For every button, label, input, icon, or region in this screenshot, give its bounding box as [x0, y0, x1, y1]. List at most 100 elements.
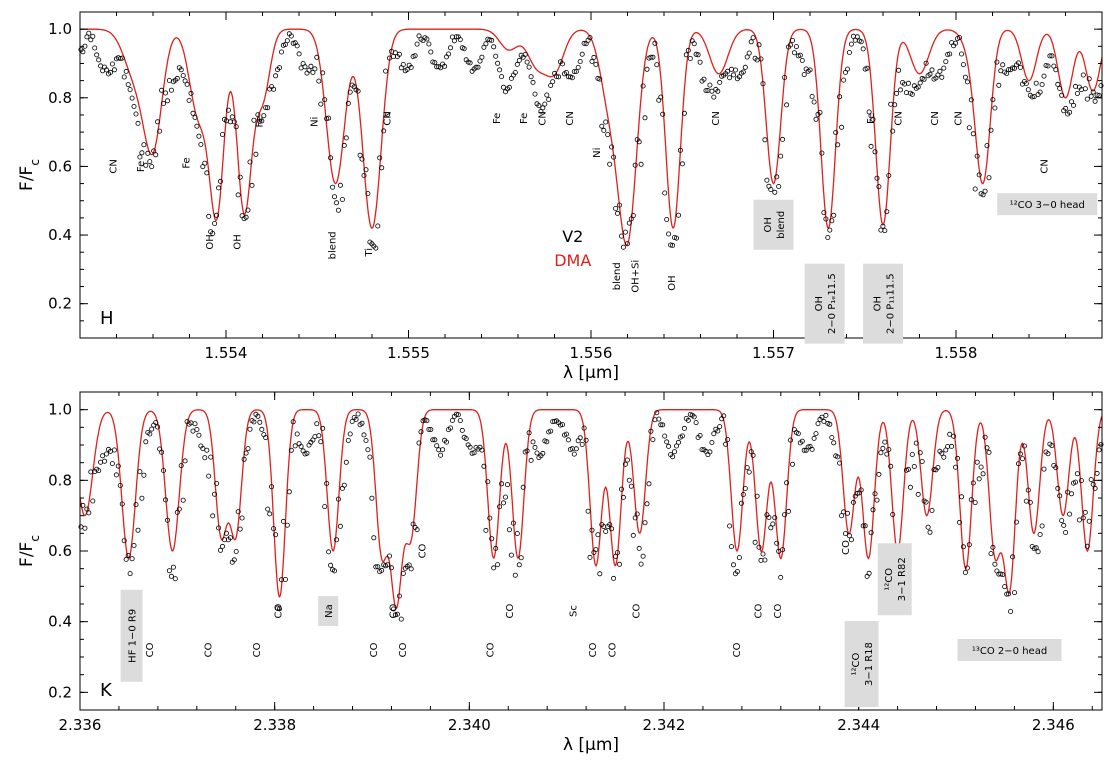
- observed-point: [495, 562, 501, 568]
- observed-point: [449, 417, 455, 423]
- observed-point: [734, 569, 740, 575]
- observed-point: [520, 484, 526, 490]
- observed-point: [868, 530, 874, 536]
- observed-point: [479, 447, 485, 453]
- observed-point: [335, 496, 341, 502]
- observed-point: [672, 449, 678, 455]
- panel-label: H: [100, 308, 114, 329]
- observed-point: [819, 414, 825, 420]
- y-tick-label: 0.2: [48, 295, 72, 313]
- observed-point: [1092, 485, 1098, 491]
- observed-point: [648, 428, 654, 434]
- observed-point: [314, 421, 320, 427]
- observed-point: [487, 515, 493, 521]
- observed-point: [343, 459, 349, 465]
- observed-point: [670, 242, 676, 248]
- observed-point: [428, 49, 434, 55]
- observed-point: [752, 539, 758, 545]
- observed-point: [679, 433, 685, 439]
- observed-point: [92, 45, 98, 51]
- boxed-annotation: ¹³CO 2−0 head: [957, 638, 1062, 661]
- observed-point: [634, 511, 640, 517]
- observed-point: [660, 111, 666, 117]
- observed-point: [265, 105, 271, 111]
- observed-point: [1037, 89, 1043, 95]
- observed-point: [697, 59, 703, 65]
- observed-point: [306, 67, 312, 73]
- observed-point: [957, 519, 963, 525]
- observed-point: [960, 544, 966, 550]
- observed-point: [428, 426, 434, 432]
- observed-point: [615, 550, 621, 556]
- observed-point: [337, 182, 343, 188]
- x-tick-label: 1.558: [935, 344, 978, 362]
- observed-point: [1057, 493, 1063, 499]
- observed-point: [430, 437, 436, 443]
- observed-point: [133, 111, 139, 117]
- observed-point: [347, 431, 353, 437]
- observed-point: [976, 476, 982, 482]
- observed-point: [204, 170, 210, 176]
- observed-point: [585, 508, 591, 514]
- observed-point: [664, 439, 670, 445]
- observed-point: [829, 434, 835, 440]
- line-annotation: CO: [773, 604, 784, 619]
- observed-point: [882, 228, 888, 234]
- observed-point: [1029, 94, 1035, 100]
- observed-point: [825, 234, 831, 240]
- observed-point: [172, 576, 178, 582]
- observed-point: [778, 153, 784, 159]
- observed-point: [1045, 63, 1051, 69]
- observed-point: [968, 497, 974, 503]
- observed-point: [223, 530, 229, 536]
- observed-point: [1090, 89, 1096, 95]
- observed-point: [510, 520, 516, 526]
- observed-point: [974, 153, 980, 159]
- observed-point: [316, 433, 322, 439]
- observed-point: [876, 184, 882, 190]
- observed-point: [217, 178, 223, 184]
- observed-point: [884, 209, 890, 215]
- observed-point: [994, 568, 1000, 574]
- observed-point: [1053, 465, 1059, 471]
- observed-point: [239, 515, 245, 521]
- observed-point: [898, 87, 904, 93]
- observed-point: [129, 95, 135, 101]
- y-tick-label: 0.6: [48, 542, 72, 560]
- observed-point: [756, 544, 762, 550]
- observed-point: [1019, 456, 1025, 462]
- observed-point: [1084, 96, 1090, 102]
- observed-point: [153, 152, 159, 158]
- observed-point: [929, 507, 935, 513]
- observed-point: [263, 105, 269, 111]
- y-tick-label: 0.2: [48, 683, 72, 701]
- observed-point: [835, 142, 841, 148]
- observed-point: [204, 447, 210, 453]
- observed-point: [206, 473, 212, 479]
- observed-point: [359, 420, 365, 426]
- line-annotation: CN: [565, 111, 576, 125]
- observed-point: [731, 562, 737, 568]
- observed-point: [406, 562, 412, 568]
- observed-point: [261, 113, 267, 119]
- observed-point: [909, 451, 915, 457]
- observed-point: [90, 34, 96, 40]
- observed-point: [725, 437, 731, 443]
- line-annotation: CO: [203, 642, 214, 657]
- observed-point: [210, 513, 216, 519]
- observed-point: [1082, 86, 1088, 92]
- observed-point: [528, 74, 534, 80]
- observed-point: [129, 556, 135, 562]
- observed-point: [493, 545, 499, 551]
- boxed-annotation: OH blend: [753, 199, 794, 250]
- observed-point: [876, 471, 882, 477]
- observed-point: [646, 481, 652, 487]
- observed-point: [1069, 491, 1075, 497]
- observed-point: [740, 69, 746, 75]
- observed-point: [835, 454, 841, 460]
- observed-point: [668, 242, 674, 248]
- observed-point: [660, 422, 666, 428]
- observed-point: [854, 490, 860, 496]
- observed-point: [648, 54, 654, 60]
- observed-point: [367, 454, 373, 460]
